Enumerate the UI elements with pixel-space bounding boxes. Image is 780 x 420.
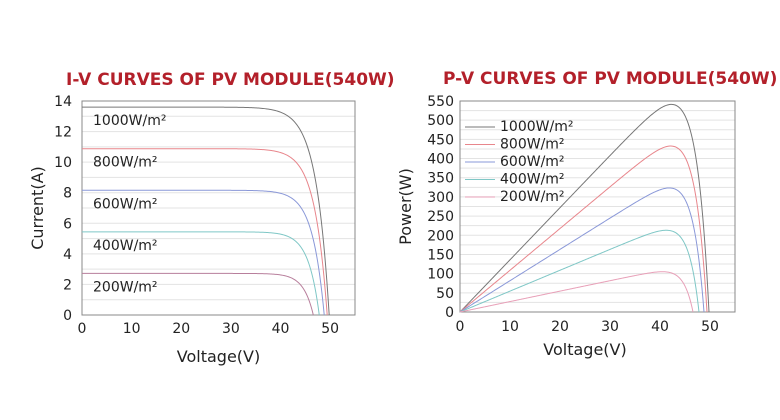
iv-x-tick-label: 0 xyxy=(78,321,87,337)
pv-y-tick-label: 300 xyxy=(427,190,454,206)
pv-chart: 0 50 100 150 200 250 300 350 400 450 500 550 0 10 20 30… xyxy=(396,94,736,359)
pv-y-tick-label: 550 xyxy=(427,94,454,110)
iv-series-line xyxy=(82,106,330,316)
iv-x-tick-label: 30 xyxy=(222,321,240,337)
pv-series-line xyxy=(459,271,694,313)
iv-series-label: 600W/m² xyxy=(93,196,158,212)
pv-legend-label: 400W/m² xyxy=(500,172,565,188)
iv-y-tick-label: 6 xyxy=(63,216,72,232)
iv-series-label: 200W/m² xyxy=(93,279,158,295)
pv-plot-frame xyxy=(459,100,736,313)
iv-x-tick-label: 20 xyxy=(172,321,190,337)
iv-y-tick-label: 12 xyxy=(54,125,72,141)
pv-y-tick-label: 400 xyxy=(427,152,454,168)
iv-series-line xyxy=(82,272,314,316)
iv-plot-frame xyxy=(81,100,356,316)
iv-y-tick-label: 0 xyxy=(63,308,72,324)
iv-y-axis-label: Current(A) xyxy=(28,166,47,250)
pv-y-tick-label: 250 xyxy=(427,209,454,225)
pv-y-tick-label: 0 xyxy=(445,305,454,321)
pv-x-tick-label: 20 xyxy=(551,319,569,335)
iv-chart: 0 2 4 6 8 10 12 14 0 10 20 30 40 50 Voltage(V) Current(… xyxy=(28,94,356,366)
pv-legend-label: 1000W/m² xyxy=(500,119,573,135)
iv-series-label: 1000W/m² xyxy=(93,113,166,129)
iv-series-label: 800W/m² xyxy=(93,155,158,171)
pv-x-tick-label: 10 xyxy=(501,319,519,335)
pv-legend-label: 800W/m² xyxy=(500,137,565,153)
iv-y-tick-label: 14 xyxy=(54,94,72,110)
pv-y-tick-label: 50 xyxy=(436,286,454,302)
iv-series-label: 400W/m² xyxy=(93,238,158,254)
pv-x-axis-label: Voltage(V) xyxy=(543,340,626,359)
pv-x-tick-label: 40 xyxy=(651,319,669,335)
pv-chart-title: P-V CURVES OF PV MODULE(540W) xyxy=(443,69,778,89)
pv-y-tick-label: 450 xyxy=(427,132,454,148)
pv-series-line xyxy=(459,103,710,313)
pv-y-tick-label: 350 xyxy=(427,171,454,187)
iv-x-axis-label: Voltage(V) xyxy=(177,347,260,366)
iv-y-tick-label: 8 xyxy=(63,186,72,202)
pv-series-line xyxy=(459,187,705,313)
iv-chart-title: I-V CURVES OF PV MODULE(540W) xyxy=(66,70,395,90)
pv-y-tick-label: 200 xyxy=(427,228,454,244)
pv-y-tick-label: 100 xyxy=(427,267,454,283)
iv-y-tick-label: 2 xyxy=(63,277,72,293)
iv-y-tick-label: 10 xyxy=(54,155,72,171)
pv-y-axis-label: Power(W) xyxy=(396,168,415,245)
pv-x-tick-label: 50 xyxy=(701,319,719,335)
iv-x-tick-label: 50 xyxy=(321,321,339,337)
pv-legend-label: 200W/m² xyxy=(500,189,565,205)
pv-y-tick-label: 500 xyxy=(427,113,454,129)
pv-x-tick-label: 30 xyxy=(601,319,619,335)
iv-x-tick-label: 40 xyxy=(272,321,290,337)
pv-x-tick-label: 0 xyxy=(456,319,465,335)
pv-y-tick-label: 150 xyxy=(427,247,454,263)
iv-y-tick-label: 4 xyxy=(63,247,72,263)
pv-series-line xyxy=(459,229,700,313)
iv-series-line xyxy=(82,231,320,316)
iv-x-tick-label: 10 xyxy=(123,321,141,337)
iv-series-line xyxy=(82,189,325,316)
pv-series-line xyxy=(459,145,708,313)
pv-legend-label: 600W/m² xyxy=(500,154,565,170)
iv-series-line xyxy=(82,148,328,316)
